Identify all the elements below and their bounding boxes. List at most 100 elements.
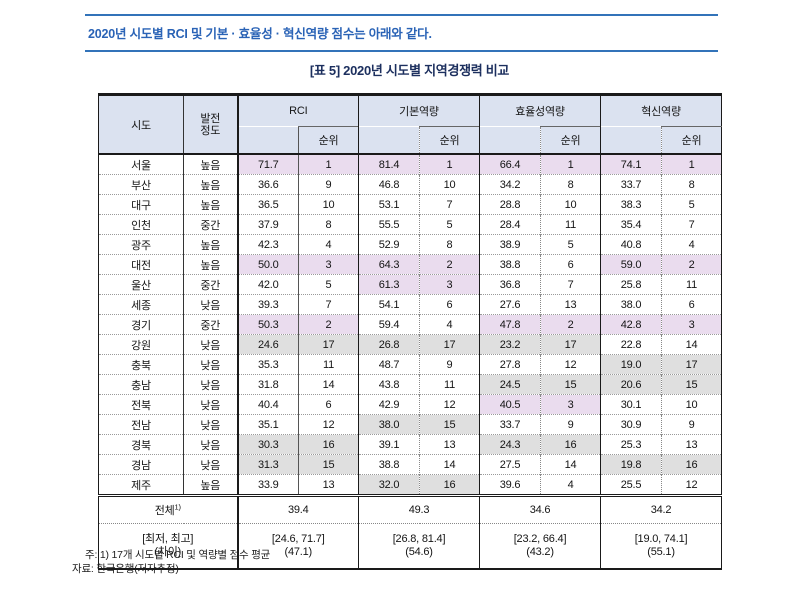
rank-cell: 11 [419, 374, 480, 395]
rank-cell: 13 [297, 474, 359, 496]
table-row: 대전 높음 50.0 3 64.3 2 38.8 6 59.0 2 [98, 254, 722, 275]
table-row: 서울 높음 71.7 1 81.4 1 66.4 1 74.1 1 [99, 154, 722, 175]
score-cell: 36.6 [236, 174, 299, 195]
rank-cell: 16 [540, 434, 601, 455]
bottom-rule [85, 50, 718, 52]
rank-cell: 9 [540, 414, 601, 435]
score-cell: 46.8 [358, 174, 420, 195]
score-cell: 47.8 [479, 314, 541, 335]
rank-cell: 15 [661, 374, 722, 395]
dev-level-cell: 낮음 [183, 374, 238, 395]
rank-cell: 8 [661, 174, 722, 195]
score-cell: 74.1 [600, 154, 662, 175]
rank-cell: 4 [419, 314, 480, 335]
rank-cell: 1 [540, 154, 601, 175]
score-cell: 35.1 [236, 414, 299, 435]
rank-cell: 13 [540, 294, 601, 315]
range-label-cell: [최저, 최고] (차이) [98, 523, 238, 569]
table-row: 대구 높음 36.5 10 53.1 7 28.8 10 38.3 5 [98, 194, 722, 215]
rank-cell: 8 [297, 214, 359, 235]
region-cell: 대전 [98, 254, 184, 275]
score-cell: 28.4 [479, 214, 541, 235]
score-cell: 66.4 [479, 154, 541, 175]
range-basic: [26.8, 81.4] (54.6) [358, 523, 480, 569]
score-cell: 25.5 [600, 474, 662, 496]
score-cell: 38.8 [358, 454, 420, 475]
range-diff: (43.2) [526, 546, 554, 558]
header-rank-efficiency: 순위 [540, 126, 601, 154]
rank-cell: 10 [661, 394, 722, 415]
dev-level-cell: 중간 [183, 314, 238, 335]
rank-cell: 2 [419, 254, 480, 275]
score-cell: 33.7 [600, 174, 662, 195]
score-cell: 36.8 [479, 274, 541, 295]
rank-cell: 11 [540, 214, 601, 235]
score-cell: 42.9 [358, 394, 420, 415]
rank-cell: 15 [540, 374, 601, 395]
rank-cell: 15 [297, 454, 359, 475]
footnote-source: 자료: 한국은행(저자추정) [72, 562, 179, 575]
score-cell: 37.9 [236, 214, 299, 235]
score-cell: 30.1 [600, 394, 662, 415]
rank-cell: 6 [540, 254, 601, 275]
rank-cell: 5 [419, 214, 480, 235]
rci-comparison-table: 시도 발전 정도 RCI 기본역량 효율성역량 혁신역량 순위 순위 순위 순위 [98, 93, 723, 570]
rank-cell: 7 [540, 274, 601, 295]
rank-cell: 2 [540, 314, 601, 335]
range-label-line2: (차이) [154, 546, 182, 558]
rank-cell: 6 [419, 294, 480, 315]
range-rci: [24.6, 71.7] (47.1) [236, 523, 359, 569]
dev-level-cell: 높음 [183, 254, 238, 275]
rank-cell: 1 [297, 154, 359, 175]
rank-cell: 6 [661, 294, 722, 315]
region-cell: 전남 [98, 414, 184, 435]
score-cell: 20.6 [600, 374, 662, 395]
rank-cell: 12 [297, 414, 359, 435]
table-row: 제주 높음 33.9 13 32.0 16 39.6 4 25.5 12 [98, 474, 722, 496]
score-cell: 39.6 [479, 474, 541, 496]
dev-level-cell: 낮음 [183, 394, 238, 415]
score-cell: 50.0 [236, 254, 299, 275]
dev-level-cell: 높음 [183, 154, 238, 175]
header-group-rci: RCI [236, 94, 359, 127]
rank-cell: 16 [297, 434, 359, 455]
score-cell: 27.6 [479, 294, 541, 315]
score-cell: 22.8 [600, 334, 662, 355]
score-cell: 40.8 [600, 234, 662, 255]
score-cell: 24.3 [479, 434, 541, 455]
total-row: 전체1) 39.4 49.3 34.6 34.2 [98, 494, 722, 524]
table-body: 서울 높음 71.7 1 81.4 1 66.4 1 74.1 1 부산 높음 36.6 9 46.8 10 3… [98, 154, 722, 496]
score-cell: 81.4 [358, 154, 420, 175]
header-blank [600, 126, 662, 154]
score-cell: 33.7 [479, 414, 541, 435]
dev-level-cell: 낮음 [183, 414, 238, 435]
rank-cell: 8 [540, 174, 601, 195]
score-cell: 24.6 [236, 334, 299, 355]
score-cell: 40.4 [236, 394, 299, 415]
header-group-efficiency: 효율성역량 [479, 94, 601, 127]
rank-cell: 6 [297, 394, 359, 415]
rank-cell: 16 [419, 474, 480, 496]
rank-cell: 17 [540, 334, 601, 355]
rank-cell: 14 [661, 334, 722, 355]
score-cell: 59.0 [600, 254, 662, 275]
rank-cell: 1 [419, 154, 480, 175]
rank-cell: 3 [540, 394, 601, 415]
dev-level-cell: 높음 [183, 474, 238, 496]
region-cell: 전북 [98, 394, 184, 415]
score-cell: 35.3 [236, 354, 299, 375]
rank-cell: 5 [540, 234, 601, 255]
rank-cell: 16 [661, 454, 722, 475]
rank-cell: 2 [661, 254, 722, 275]
total-innovation: 34.2 [600, 494, 722, 524]
dev-level-cell: 낮음 [183, 294, 238, 315]
table-row: 세종 낮음 39.3 7 54.1 6 27.6 13 38.0 6 [98, 294, 722, 315]
rank-cell: 17 [419, 334, 480, 355]
rank-cell: 11 [297, 354, 359, 375]
range-diff: (55.1) [647, 546, 675, 558]
score-cell: 19.8 [600, 454, 662, 475]
score-cell: 28.8 [479, 194, 541, 215]
table-row: 충북 낮음 35.3 11 48.7 9 27.8 12 19.0 17 [98, 354, 722, 375]
table-row: 경북 낮음 30.3 16 39.1 13 24.3 16 25.3 13 [98, 434, 722, 455]
